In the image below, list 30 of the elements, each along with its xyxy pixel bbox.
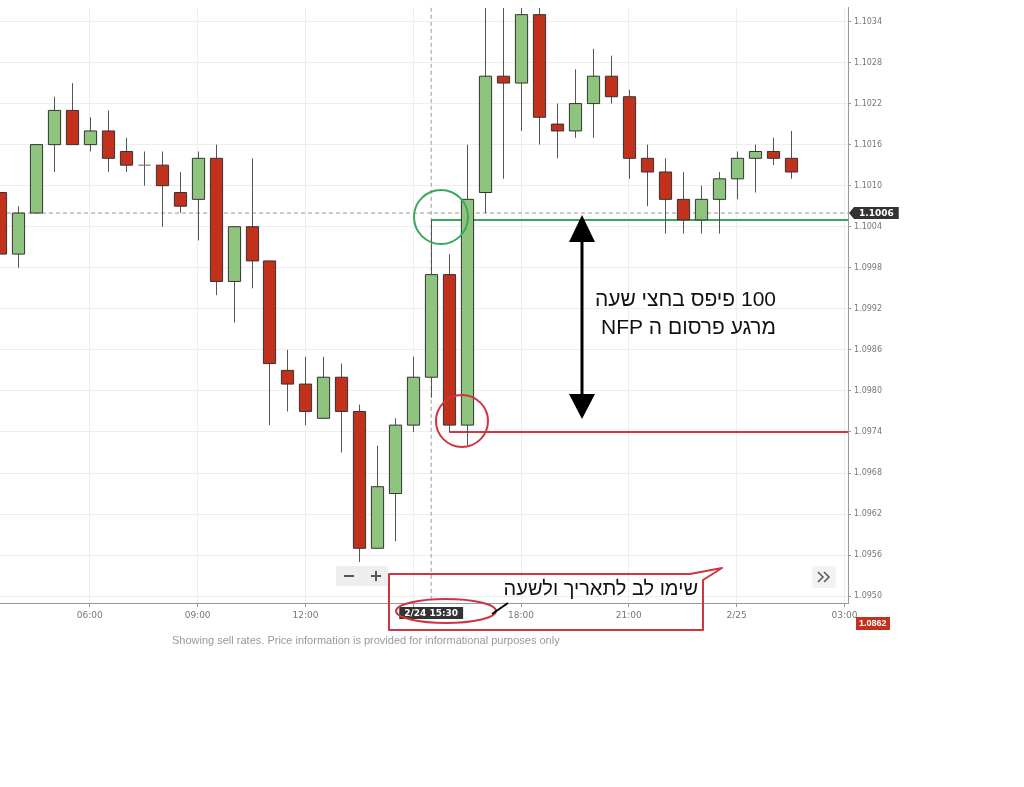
y-tick-label: 1.1028 <box>854 57 882 67</box>
y-tick-label: 1.0992 <box>854 303 882 313</box>
y-tick-label: 1.0980 <box>854 386 882 395</box>
annotation: שימו לב לתאריך ולשעה <box>503 576 698 600</box>
y-tick-label: 1.0956 <box>854 550 882 560</box>
x-tick-label: 2/25 <box>726 609 747 620</box>
y-tick-label: 1.1016 <box>854 139 882 149</box>
x-tick-label: 03:00 <box>831 609 858 620</box>
x-tick-label: 12:00 <box>292 609 319 620</box>
y-tick-label: 1.1022 <box>854 98 882 108</box>
candlestick <box>137 150 152 187</box>
y-tick-label: 1.0974 <box>854 427 882 437</box>
annotation: 100 פיפס בחצי שעה <box>594 286 776 312</box>
ref-line-label: 2/24 15:30 <box>404 607 459 618</box>
ref-line-label: 1.1006 <box>859 207 894 218</box>
text: 1.0862 <box>856 617 890 630</box>
y-tick-label: 1.0998 <box>854 262 882 272</box>
annotation: מרגע פרסום ה NFP <box>601 314 776 340</box>
y-tick-label: 1.0962 <box>854 509 882 519</box>
y-tick-label: 1.1010 <box>854 180 882 190</box>
x-tick-label: 18:00 <box>508 609 535 620</box>
y-tick-label: 1.1034 <box>854 16 882 26</box>
y-tick-label: 1.0968 <box>854 468 882 478</box>
x-tick-label: 09:00 <box>184 609 211 620</box>
y-tick-label: 1.1004 <box>854 221 882 231</box>
y-tick-label: 1.0986 <box>854 344 882 354</box>
x-tick-label: 21:00 <box>615 609 643 620</box>
y-tick-label: 1.0950 <box>854 591 882 601</box>
x-tick-label: 06:00 <box>76 609 104 620</box>
text: Showing sell rates. Price information is provided for informational purposes only <box>172 634 560 648</box>
